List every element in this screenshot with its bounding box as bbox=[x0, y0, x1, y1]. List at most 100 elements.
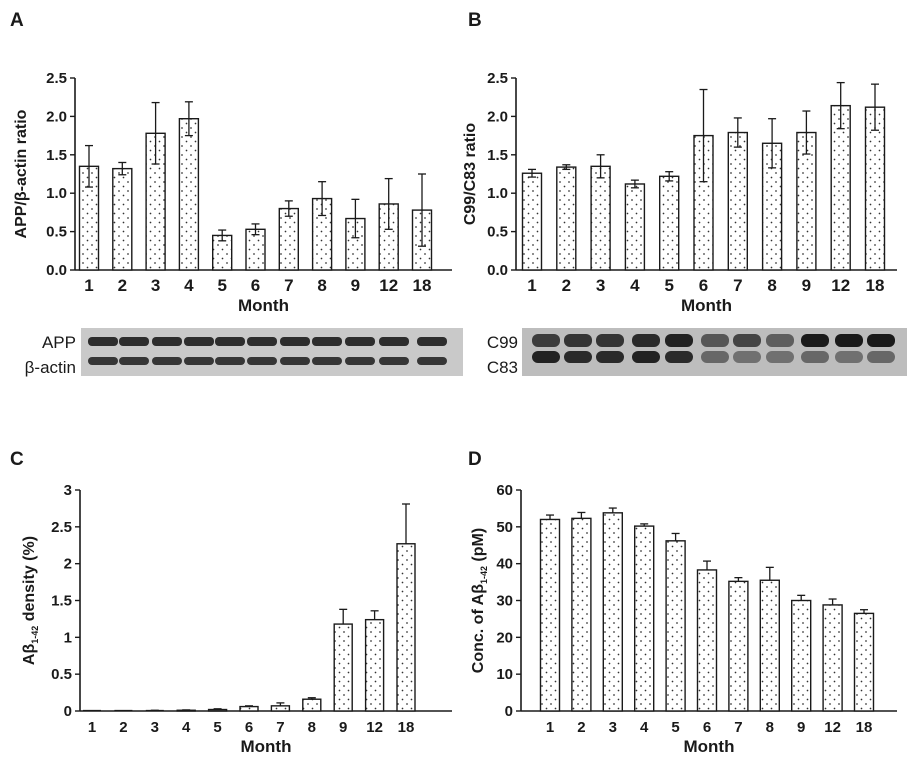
bar bbox=[727, 131, 748, 271]
x-tick-label: 1 bbox=[546, 719, 554, 736]
blot-band-c99 bbox=[766, 334, 794, 347]
y-tick-label: 2.5 bbox=[51, 519, 72, 536]
blot-band-c99 bbox=[532, 334, 560, 347]
y-tick-label: 0.5 bbox=[487, 224, 508, 241]
blot-band-app bbox=[88, 337, 118, 346]
y-axis-label: C99/C83 ratio bbox=[462, 123, 479, 225]
blot-band-actin bbox=[88, 357, 118, 365]
x-tick-label: 6 bbox=[251, 276, 260, 295]
blot-band-c99 bbox=[665, 334, 693, 347]
y-axis-label: APP/β-actin ratio bbox=[13, 109, 30, 238]
y-tick-label: 1.0 bbox=[46, 185, 67, 202]
y-tick-label: 0.5 bbox=[46, 224, 67, 241]
x-tick-label: 6 bbox=[699, 276, 708, 295]
bar bbox=[556, 166, 577, 271]
x-axis-label: Month bbox=[238, 296, 289, 315]
x-axis-label: Month bbox=[681, 296, 732, 315]
blot-band-c83 bbox=[665, 351, 693, 363]
x-tick-label: 7 bbox=[734, 719, 742, 736]
y-tick-label: 40 bbox=[496, 556, 513, 573]
panel-letter-a: A bbox=[10, 10, 24, 31]
y-axis-label: Aβ1-42 density (%) bbox=[21, 536, 40, 665]
bar bbox=[521, 172, 543, 271]
blot-band-app bbox=[247, 337, 277, 346]
y-tick-label: 10 bbox=[496, 666, 513, 683]
blot-label-c99: C99 bbox=[487, 333, 518, 352]
x-tick-label: 9 bbox=[339, 719, 347, 736]
blot-label-beta-actin: β-actin bbox=[25, 358, 76, 377]
y-tick-label: 3 bbox=[64, 482, 72, 499]
bar bbox=[245, 228, 266, 271]
bar bbox=[278, 207, 299, 271]
x-tick-label: 3 bbox=[609, 719, 617, 736]
x-tick-label: 6 bbox=[703, 719, 711, 736]
x-tick-label: 7 bbox=[284, 276, 293, 295]
blot-band-app bbox=[379, 337, 409, 346]
y-axis-label: Conc. of Aβ1-42 (pM) bbox=[470, 528, 489, 673]
x-tick-label: 5 bbox=[671, 719, 679, 736]
blot-band-c83 bbox=[564, 351, 592, 363]
blot-band-app bbox=[312, 337, 342, 346]
bar bbox=[270, 705, 291, 712]
blot-band-c83 bbox=[835, 351, 863, 363]
y-tick-label: 1 bbox=[64, 629, 72, 646]
x-tick-label: 12 bbox=[366, 719, 383, 736]
x-tick-label: 2 bbox=[562, 276, 571, 295]
y-tick-label: 1.5 bbox=[487, 147, 508, 164]
x-tick-label: 7 bbox=[276, 719, 284, 736]
y-tick-label: 0.0 bbox=[487, 262, 508, 279]
x-tick-label: 18 bbox=[866, 276, 885, 295]
bar bbox=[634, 525, 655, 712]
blot-a-bands bbox=[88, 337, 447, 365]
x-tick-label: 9 bbox=[802, 276, 811, 295]
chart-panel-a: 0.00.51.01.52.02.51 2 3 4 5 6 7 8 9 12 18MonthAPP/… bbox=[13, 70, 452, 315]
blot-band-c99 bbox=[733, 334, 761, 347]
x-tick-label: 12 bbox=[831, 276, 850, 295]
x-tick-label: 3 bbox=[596, 276, 605, 295]
bar bbox=[864, 106, 886, 271]
x-tick-label: 3 bbox=[151, 276, 160, 295]
panel-letter-c: C bbox=[10, 449, 24, 470]
x-tick-label: 4 bbox=[630, 276, 640, 295]
bar bbox=[364, 618, 385, 712]
y-tick-label: 0 bbox=[64, 703, 72, 720]
bar bbox=[539, 518, 561, 712]
x-tick-label: 9 bbox=[797, 719, 805, 736]
y-tick-label: 2.0 bbox=[487, 108, 508, 125]
x-tick-label: 8 bbox=[767, 276, 776, 295]
x-tick-label: 4 bbox=[640, 719, 649, 736]
blot-label-c83: C83 bbox=[487, 358, 518, 377]
bar bbox=[853, 612, 875, 712]
y-tick-label: 50 bbox=[496, 519, 513, 536]
y-tick-label: 1.5 bbox=[46, 147, 67, 164]
blot-band-app bbox=[345, 337, 375, 346]
western-blot-c99-c83: C99 C83 bbox=[470, 328, 907, 377]
chart-panel-b: 0.00.51.01.52.02.51 2 3 4 5 6 7 8 9 12 18MonthC99/… bbox=[462, 70, 897, 315]
blot-band-actin bbox=[119, 357, 149, 365]
x-tick-label: 4 bbox=[182, 719, 191, 736]
x-tick-label: 12 bbox=[379, 276, 398, 295]
x-tick-label: 5 bbox=[213, 719, 221, 736]
blot-band-actin bbox=[417, 357, 447, 365]
x-tick-label: 18 bbox=[398, 719, 415, 736]
x-tick-label: 2 bbox=[577, 719, 585, 736]
blot-band-c99 bbox=[867, 334, 895, 347]
bar bbox=[791, 599, 812, 712]
x-tick-label: 1 bbox=[88, 719, 96, 736]
blot-band-c83 bbox=[733, 351, 761, 363]
x-axis-label: Month bbox=[684, 737, 735, 756]
bar bbox=[665, 540, 686, 712]
blot-band-c83 bbox=[766, 351, 794, 363]
x-tick-label: 12 bbox=[824, 719, 841, 736]
y-tick-label: 1.5 bbox=[51, 593, 72, 610]
bar bbox=[571, 517, 592, 712]
panel-letter-b: B bbox=[468, 10, 482, 31]
blot-band-actin bbox=[312, 357, 342, 365]
blot-band-c99 bbox=[801, 334, 829, 347]
blot-band-actin bbox=[247, 357, 277, 365]
x-tick-label: 1 bbox=[527, 276, 536, 295]
blot-band-c99 bbox=[596, 334, 624, 347]
